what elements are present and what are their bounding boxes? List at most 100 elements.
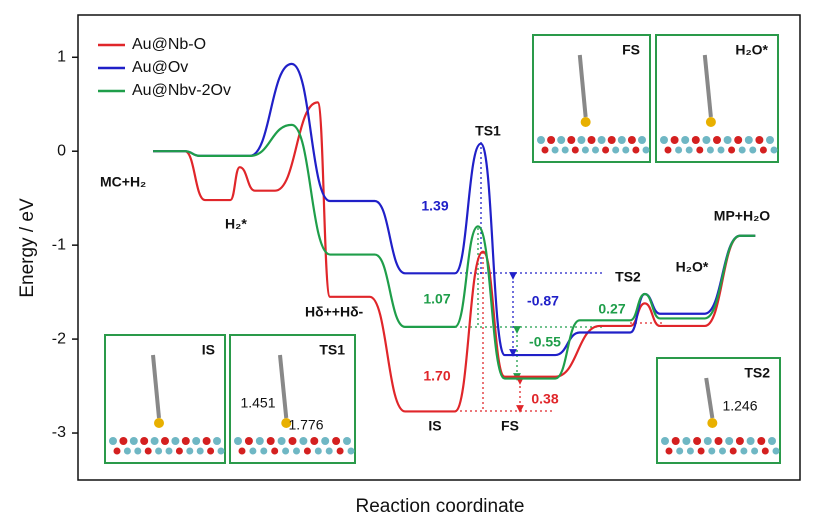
atom	[725, 437, 734, 445]
atom	[336, 447, 344, 455]
atom	[717, 146, 725, 154]
atom	[738, 146, 746, 154]
atom	[314, 447, 322, 455]
atom	[234, 437, 242, 445]
annotation: 1.07	[423, 291, 450, 307]
annotation: MP+H₂O	[714, 208, 771, 224]
inset: TS1 1.451 1.776	[229, 334, 356, 464]
atom	[266, 437, 275, 445]
annotation: 0.27	[598, 301, 625, 317]
atom	[622, 146, 630, 154]
atom	[638, 136, 646, 144]
energy-profile	[153, 123, 756, 380]
y-tick-label: -2	[52, 330, 66, 347]
energy-profile	[153, 62, 756, 357]
atom	[567, 136, 576, 144]
inset-title: H₂O*	[735, 42, 768, 58]
atom	[660, 136, 668, 144]
annotation: 1.70	[423, 368, 450, 384]
atom	[281, 418, 292, 428]
atom	[693, 437, 702, 445]
annotation: -0.55	[529, 334, 561, 350]
atom	[277, 437, 286, 445]
atom	[686, 447, 694, 455]
atom	[708, 447, 716, 455]
atom	[592, 146, 599, 154]
atom	[685, 146, 693, 154]
y-tick-label: -1	[52, 236, 66, 253]
atom	[155, 447, 163, 455]
atom	[161, 437, 169, 445]
atom	[332, 437, 341, 445]
inset-note: 1.776	[288, 417, 323, 433]
atom	[670, 136, 679, 144]
annotation: FS	[501, 418, 519, 434]
atom	[770, 146, 778, 154]
x-axis-label: Reaction coordinate	[356, 496, 525, 517]
inset: TS2 1.246	[656, 357, 781, 464]
atom	[144, 447, 152, 455]
annotation: Hδ++Hδ-	[305, 304, 364, 320]
atom	[271, 447, 279, 455]
annotation: -0.87	[527, 293, 559, 309]
atom	[740, 447, 748, 455]
atom	[734, 136, 743, 144]
atom	[705, 117, 716, 127]
atom	[260, 447, 268, 455]
atom	[347, 447, 355, 455]
inset: H₂O*	[655, 34, 779, 163]
atom	[213, 437, 221, 445]
atom	[293, 447, 300, 455]
legend-label: Au@Ov	[132, 59, 188, 76]
atom	[587, 136, 596, 144]
inset-title: TS1	[319, 342, 345, 358]
atom	[749, 146, 757, 154]
annotation: IS	[428, 418, 441, 434]
atom	[109, 437, 117, 445]
atom	[772, 447, 780, 455]
atom	[134, 447, 142, 455]
atom	[751, 447, 759, 455]
atom	[244, 437, 253, 445]
atom	[217, 447, 225, 455]
atom	[547, 136, 556, 144]
atom	[612, 146, 620, 154]
atom	[682, 437, 691, 445]
atom	[729, 447, 737, 455]
atom	[310, 437, 319, 445]
atom	[129, 437, 138, 445]
atom	[282, 447, 290, 455]
atom	[707, 418, 718, 428]
atom	[723, 136, 732, 144]
energy-profile	[153, 101, 756, 413]
inset-title: IS	[202, 342, 215, 358]
atom	[113, 447, 121, 455]
annotation: TS2	[615, 269, 641, 285]
atom	[238, 447, 246, 455]
atom	[746, 437, 755, 445]
atom	[759, 146, 767, 154]
annotation: H₂O*	[676, 259, 709, 275]
y-axis-label: Energy / eV	[17, 198, 38, 298]
atom	[154, 418, 164, 428]
atom	[577, 136, 586, 144]
atom	[761, 447, 769, 455]
atom	[719, 447, 726, 455]
atom	[755, 136, 764, 144]
atom	[150, 437, 159, 445]
atom	[757, 437, 766, 445]
atom	[735, 437, 744, 445]
atom	[671, 437, 680, 445]
atom	[617, 136, 626, 144]
annotation: 0.38	[531, 391, 558, 407]
annotation: TS1	[475, 123, 501, 139]
atom	[676, 447, 684, 455]
y-tick-label: 1	[57, 48, 66, 65]
atom	[171, 437, 180, 445]
atom	[249, 447, 257, 455]
atom	[581, 146, 589, 154]
legend-label: Au@Nbv-2Ov	[132, 82, 231, 99]
atom	[343, 437, 351, 445]
atom	[123, 447, 131, 455]
annotation: 1.39	[421, 198, 448, 214]
